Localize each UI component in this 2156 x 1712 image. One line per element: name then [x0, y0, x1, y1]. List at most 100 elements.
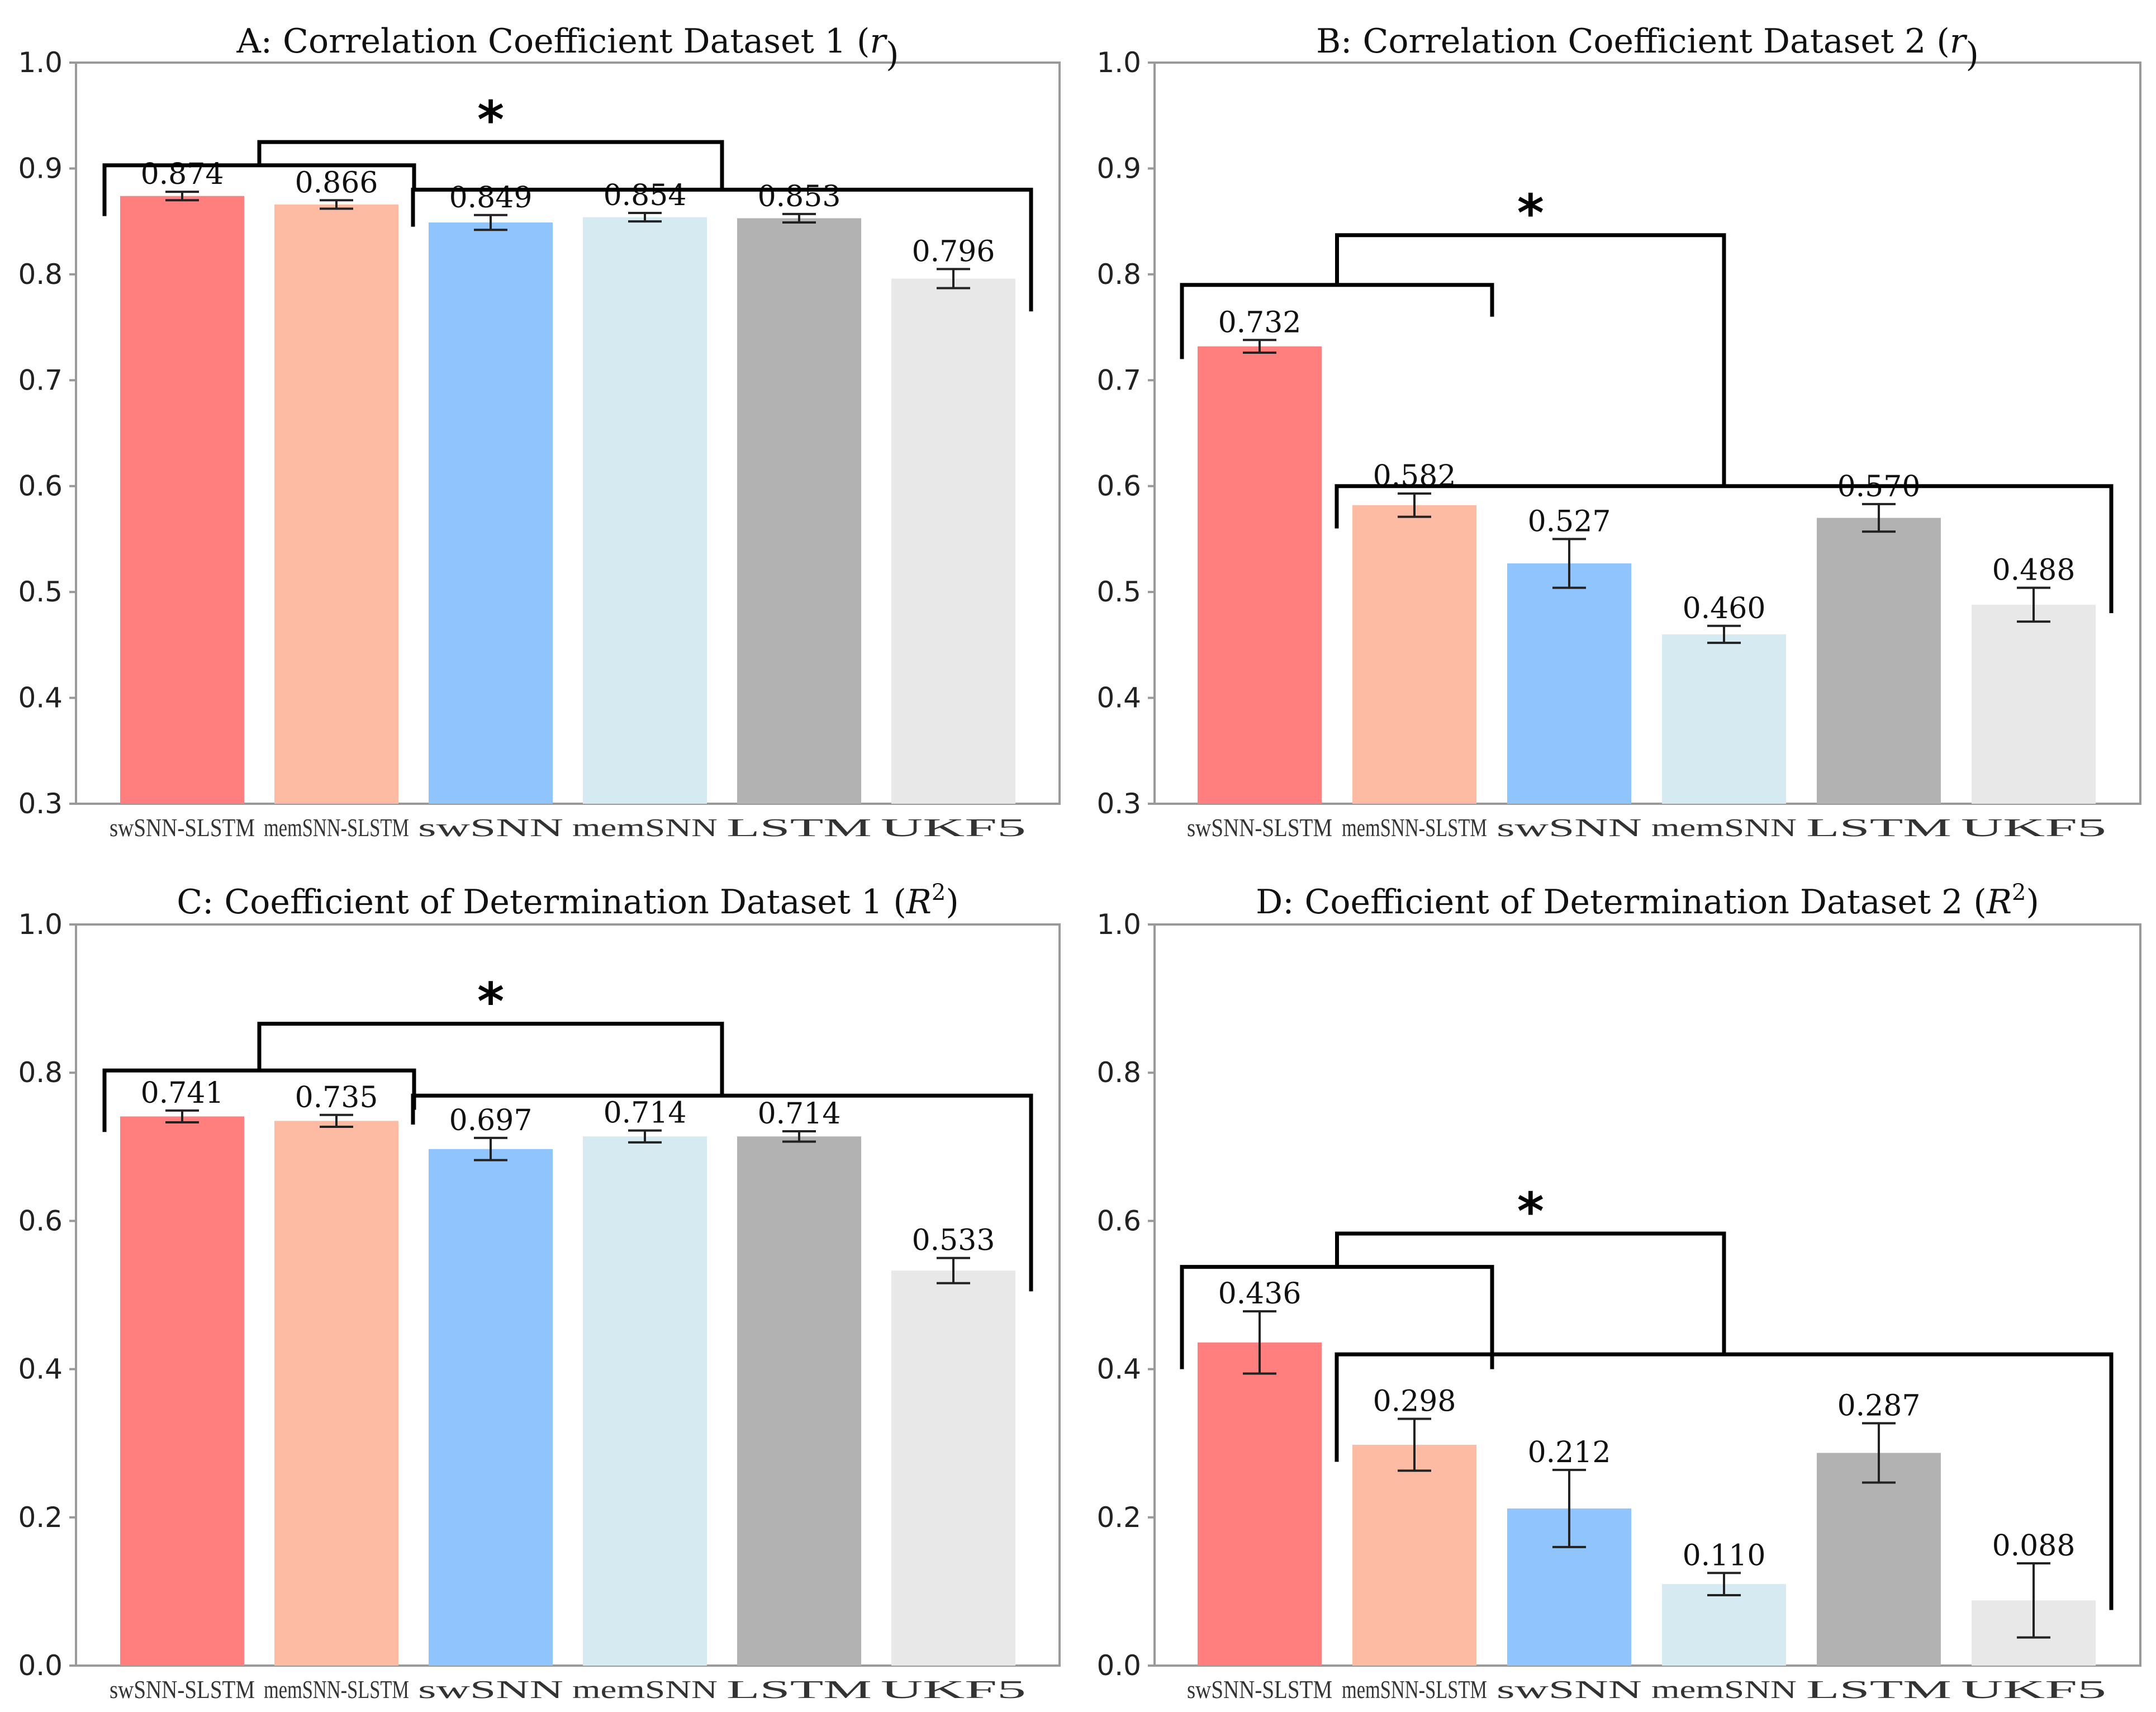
panel-c-ytick-label: 1.0 — [18, 908, 63, 941]
panel-c-category-label-0: swSNN-SLSTM — [110, 1675, 255, 1704]
panel-a-bracket-top — [257, 140, 724, 190]
panel-b-value-label-2: 0.527 — [1528, 505, 1611, 538]
panel-c-bar-5 — [891, 1270, 1015, 1666]
panel-d-value-label-3: 0.110 — [1683, 1539, 1766, 1572]
panel-a-bar-5 — [891, 278, 1015, 804]
panel-c-ytick-label: 0.8 — [18, 1056, 63, 1089]
panel-a-ytick-label: 0.5 — [18, 576, 63, 608]
panel-c-bar-3 — [583, 1136, 707, 1666]
panel-b-plot-frame — [1153, 61, 2141, 805]
panel-d-ytick-label: 1.0 — [1096, 908, 1141, 941]
panel-b-ytick-label: 0.9 — [1096, 152, 1141, 184]
panel-a-bar-4 — [737, 218, 861, 804]
panel-b-category-label-5: UKF5 — [1961, 813, 2106, 842]
panel-d-value-label-1: 0.298 — [1373, 1384, 1456, 1418]
panel-b-bar-0 — [1198, 346, 1322, 804]
panel-c-bar-2 — [429, 1149, 553, 1666]
panel-c-ytick-label: 0.4 — [18, 1353, 63, 1386]
panel-b-ytick-label: 0.4 — [1096, 682, 1141, 714]
panel-c-value-label-3: 0.714 — [604, 1097, 687, 1130]
panel-a-value-label-5: 0.796 — [912, 235, 995, 268]
panel-c-plot-frame — [75, 923, 1061, 1667]
panel-c-value-label-4: 0.714 — [758, 1097, 841, 1131]
panel-d-title: D: Coefficient of Determination Dataset … — [1256, 880, 2039, 922]
panel-d-value-label-2: 0.212 — [1528, 1436, 1611, 1469]
panel-b-ytick-label: 1.0 — [1096, 46, 1141, 79]
panel-b-ytick-label: 0.7 — [1096, 364, 1141, 396]
panel-b-significance-star: * — [1517, 183, 1544, 243]
panel-d-bar-0 — [1198, 1342, 1322, 1666]
panel-d-category-label-1: memSNN-SLSTM — [1342, 1675, 1487, 1704]
panel-c-bar-4 — [737, 1136, 861, 1666]
panel-a-category-label-4: LSTM — [726, 813, 872, 842]
panel-c-ytick-label: 0.2 — [18, 1501, 63, 1534]
panel-c-ytick-label: 0.0 — [18, 1649, 63, 1682]
panel-c-ytick-label: 0.6 — [18, 1204, 63, 1237]
panel-d-category-label-4: LSTM — [1806, 1675, 1951, 1704]
panel-a-category-label-0: swSNN-SLSTM — [110, 813, 255, 842]
panel-c-bar-1 — [274, 1121, 398, 1666]
panel-d-bracket-top — [1335, 1231, 1726, 1355]
panel-d-ytick-label: 0.0 — [1096, 1649, 1141, 1682]
panel-d-value-label-4: 0.287 — [1837, 1389, 1921, 1422]
panel-a-category-label-5: UKF5 — [881, 813, 1026, 842]
panel-b-value-label-0: 0.732 — [1218, 306, 1302, 339]
panel-a-category-label-1: memSNN-SLSTM — [264, 813, 409, 842]
panel-a: A: Correlation Coefficient Dataset 1 (r)… — [18, 22, 1061, 842]
panel-b-bar-3 — [1662, 634, 1786, 804]
panel-d-bar-3 — [1662, 1584, 1786, 1666]
panel-a-ytick-label: 0.3 — [18, 788, 63, 820]
panel-c-value-label-5: 0.533 — [912, 1224, 995, 1258]
panel-d-plot-frame — [1153, 923, 2141, 1667]
panel-a-value-label-1: 0.866 — [295, 166, 378, 200]
panel-a-bar-1 — [274, 204, 398, 804]
panel-a-ytick-label: 0.7 — [18, 364, 63, 396]
panel-d-ytick-label: 0.4 — [1096, 1353, 1141, 1386]
panel-c-bracket-group-2 — [411, 1093, 1033, 1292]
panel-a-category-label-3: memSNN — [572, 813, 718, 842]
panel-b-category-label-1: memSNN-SLSTM — [1342, 813, 1487, 842]
panel-c-category-label-3: memSNN — [572, 1675, 718, 1704]
panel-a-ytick-label: 0.6 — [18, 470, 63, 502]
panel-b-category-label-2: swSNN — [1497, 813, 1642, 842]
panel-c-category-label-1: memSNN-SLSTM — [264, 1675, 409, 1704]
panel-c-value-label-0: 0.741 — [141, 1076, 224, 1110]
panel-d: D: Coefficient of Determination Dataset … — [1096, 880, 2141, 1704]
panel-d-ytick-label: 0.8 — [1096, 1056, 1141, 1089]
panel-c-category-label-5: UKF5 — [881, 1675, 1026, 1704]
panel-a-bar-0 — [120, 196, 244, 804]
panel-d-category-label-2: swSNN — [1497, 1675, 1642, 1704]
panel-d-bar-4 — [1817, 1453, 1941, 1666]
panel-d-category-label-5: UKF5 — [1961, 1675, 2106, 1704]
panel-b-ytick-label: 0.6 — [1096, 470, 1141, 502]
panel-a-value-label-4: 0.853 — [758, 180, 841, 214]
panel-b-bracket-top — [1335, 233, 1726, 486]
panel-d-category-label-3: memSNN — [1651, 1675, 1797, 1704]
panel-a-ytick-label: 0.8 — [18, 258, 63, 291]
panel-a-title: A: Correlation Coefficient Dataset 1 (r) — [236, 22, 899, 74]
panel-b-title: B: Correlation Coefficient Dataset 2 (r) — [1316, 22, 1979, 74]
panel-c-value-label-2: 0.697 — [449, 1104, 533, 1137]
panel-d-ytick-label: 0.2 — [1096, 1501, 1141, 1534]
panel-a-ytick-label: 1.0 — [18, 46, 63, 79]
panel-c-category-label-2: swSNN — [418, 1675, 563, 1704]
panel-a-significance-star: * — [477, 90, 504, 150]
panel-a-bar-3 — [583, 217, 707, 804]
panel-b-bar-5 — [1972, 604, 2096, 804]
panel-a-ytick-label: 0.9 — [18, 152, 63, 184]
panel-c-bracket-top — [257, 1022, 724, 1096]
panel-b-category-label-3: memSNN — [1651, 813, 1797, 842]
panel-c-bar-0 — [120, 1116, 244, 1666]
panel-a-category-label-2: swSNN — [418, 813, 563, 842]
panel-a-value-label-0: 0.874 — [141, 158, 224, 191]
panel-d-bar-1 — [1352, 1444, 1476, 1666]
panel-d-value-label-5: 0.088 — [1992, 1529, 2076, 1563]
panel-b-bar-2 — [1507, 563, 1631, 804]
panel-b-category-label-0: swSNN-SLSTM — [1187, 813, 1332, 842]
panel-c-category-label-4: LSTM — [726, 1675, 872, 1704]
panel-b-category-label-4: LSTM — [1806, 813, 1951, 842]
panel-b-bar-1 — [1352, 505, 1476, 804]
panel-b-ytick-label: 0.3 — [1096, 788, 1141, 820]
panel-d-category-label-0: swSNN-SLSTM — [1187, 1675, 1332, 1704]
